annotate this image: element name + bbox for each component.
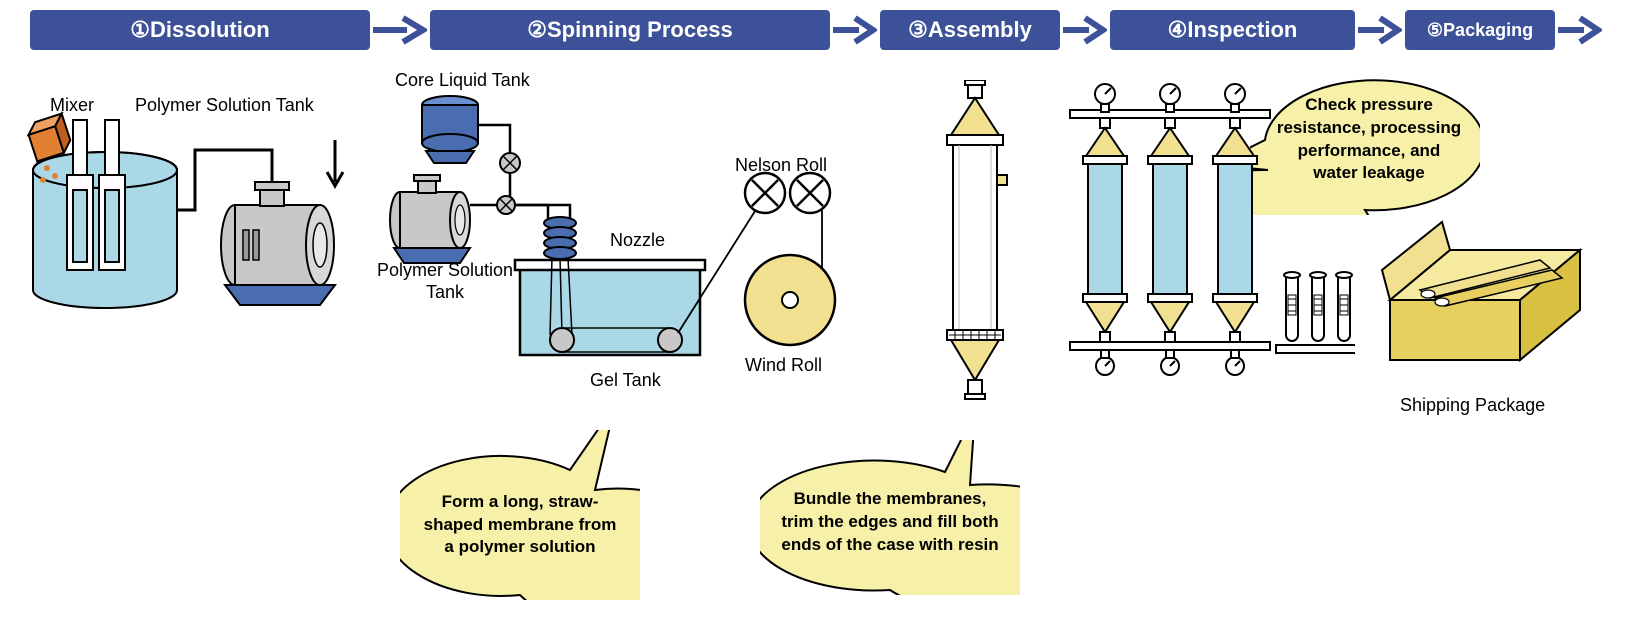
callout-text: Form a long, straw-shaped membrane from … (422, 491, 618, 560)
stage-spinning: ②Spinning Process (430, 10, 830, 50)
stage-label: ①Dissolution (130, 17, 270, 43)
spinning-diagram (370, 85, 880, 375)
stage-label: ②Spinning Process (527, 17, 733, 43)
stage-bar: ①Dissolution ②Spinning Process ③Assembly… (0, 5, 1629, 55)
stage-label: ③Assembly (908, 17, 1032, 43)
callout-inspection: Check pressure resistance, processing pe… (1250, 60, 1480, 215)
arrow-icon (373, 15, 427, 45)
stage-inspection: ④Inspection (1110, 10, 1355, 50)
callout-assembly: Bundle the membranes, trim the edges and… (760, 440, 1020, 595)
dissolution-diagram (15, 110, 355, 340)
callout-text: Check pressure resistance, processing pe… (1274, 94, 1464, 186)
stage-label: ④Inspection (1168, 17, 1298, 43)
label-shipping-package: Shipping Package (1400, 395, 1545, 416)
callout-text: Bundle the membranes, trim the edges and… (780, 488, 1000, 557)
arrow-icon (1063, 15, 1107, 45)
stage-dissolution: ①Dissolution (30, 10, 370, 50)
assembly-diagram (935, 80, 1015, 400)
arrow-icon (1558, 15, 1602, 45)
arrow-icon (1358, 15, 1402, 45)
stage-assembly: ③Assembly (880, 10, 1060, 50)
stage-label: ⑤Packaging (1427, 20, 1533, 41)
callout-spinning: Form a long, straw-shaped membrane from … (400, 430, 640, 600)
packaging-diagram (1380, 220, 1600, 390)
arrow-icon (833, 15, 877, 45)
stage-packaging: ⑤Packaging (1405, 10, 1555, 50)
